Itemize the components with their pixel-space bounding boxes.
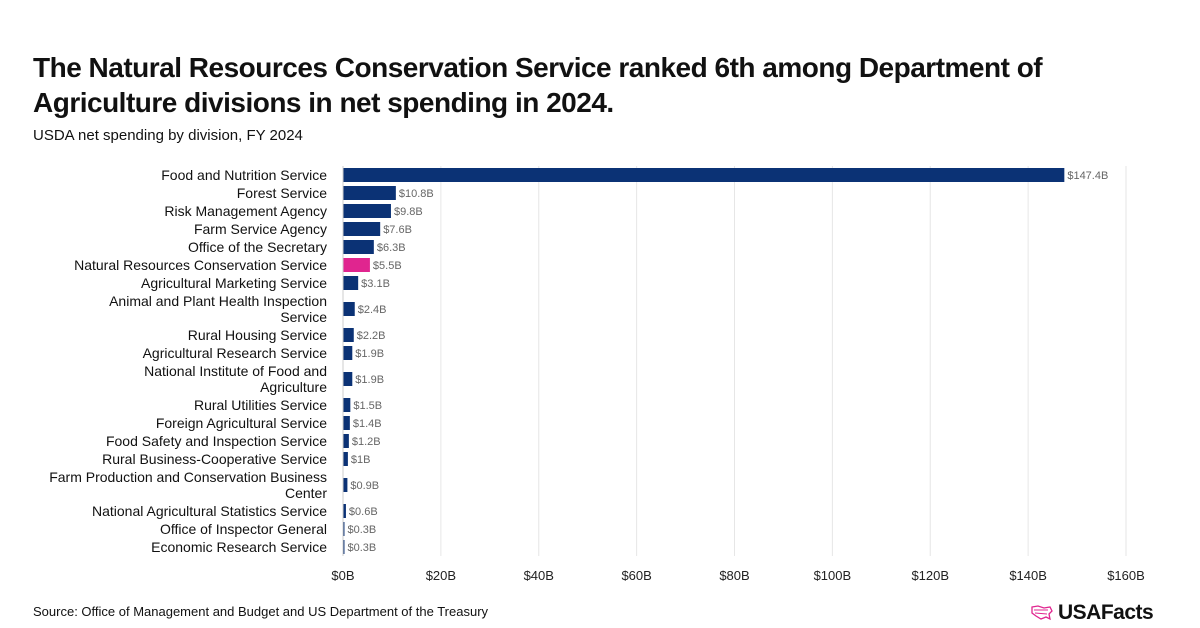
category-label: Foreign Agricultural Service (156, 415, 327, 431)
data-label: $0.3B (347, 524, 376, 536)
chart-subtitle: USDA net spending by division, FY 2024 (33, 127, 303, 144)
category-label: Agricultural Marketing Service (141, 275, 327, 291)
source-note: Source: Office of Management and Budget … (33, 604, 489, 619)
data-label: $1.9B (355, 348, 384, 360)
bar (343, 276, 359, 290)
x-tick-label: $20B (426, 568, 456, 583)
data-label: $1.4B (353, 418, 382, 430)
category-label: Agricultural Research Service (143, 345, 328, 361)
x-tick-label: $140B (1009, 568, 1047, 583)
category-label: Risk Management Agency (164, 203, 327, 219)
bar (343, 240, 374, 254)
data-label: $1B (351, 454, 371, 466)
bar (343, 328, 354, 342)
usafacts-logo: USAFacts (1030, 601, 1154, 625)
category-label: Food Safety and Inspection Service (106, 433, 327, 449)
bar (343, 398, 351, 412)
x-tick-label: $60B (621, 568, 651, 583)
x-tick-label: $160B (1107, 568, 1145, 583)
category-label: Forest Service (237, 185, 327, 201)
category-label: Rural Housing Service (188, 327, 327, 343)
bar (343, 504, 346, 518)
bar (343, 452, 348, 466)
us-map-icon (1031, 605, 1053, 621)
bar (343, 416, 350, 430)
bar (343, 222, 381, 236)
category-label: Economic Research Service (151, 539, 327, 555)
chart-title: The Natural Resources Conservation Servi… (33, 52, 1043, 118)
data-label: $7.6B (383, 224, 412, 236)
x-tick-label: $100B (814, 568, 852, 583)
data-label: $147.4B (1067, 170, 1108, 182)
category-label: Office of the Secretary (188, 239, 327, 255)
category-label: Farm Production and Conservation Busines… (49, 469, 327, 501)
bar (343, 540, 345, 554)
category-label: National Institute of Food and Agricultur… (144, 363, 327, 395)
bar (343, 372, 353, 386)
data-label: $5.5B (373, 260, 402, 272)
x-tick-label: $40B (524, 568, 554, 583)
x-tick-label: $80B (719, 568, 749, 583)
bar (343, 478, 348, 492)
category-label: Rural Business-Cooperative Service (102, 451, 327, 467)
data-label: $6.3B (377, 242, 406, 254)
data-label: $0.6B (349, 506, 378, 518)
data-label: $10.8B (399, 188, 434, 200)
logo-text: USAFacts (1058, 601, 1154, 624)
category-label: National Agricultural Statistics Service (92, 503, 327, 519)
category-label: Food and Nutrition Service (161, 167, 327, 183)
bar (343, 434, 349, 448)
bar (343, 302, 355, 316)
bar (343, 258, 370, 272)
data-label: $2.2B (357, 330, 386, 342)
bar (343, 168, 1065, 182)
x-tick-label: $120B (911, 568, 949, 583)
category-label: Animal and Plant Health Inspection Servic… (109, 293, 327, 325)
bar (343, 186, 396, 200)
data-label: $2.4B (358, 304, 387, 316)
bar (343, 204, 391, 218)
bar (343, 346, 353, 360)
category-label: Office of Inspector General (160, 521, 327, 537)
data-label: $1.9B (355, 374, 384, 386)
bar (343, 522, 345, 536)
category-label: Farm Service Agency (194, 221, 327, 237)
data-label: $0.3B (347, 542, 376, 554)
data-label: $3.1B (361, 278, 390, 290)
data-label: $1.2B (352, 436, 381, 448)
data-label: $9.8B (394, 206, 423, 218)
category-label: Natural Resources Conservation Service (74, 257, 327, 273)
data-label: $1.5B (353, 400, 382, 412)
data-label: $0.9B (350, 480, 379, 492)
category-label: Rural Utilities Service (194, 397, 327, 413)
x-tick-label: $0B (331, 568, 354, 583)
